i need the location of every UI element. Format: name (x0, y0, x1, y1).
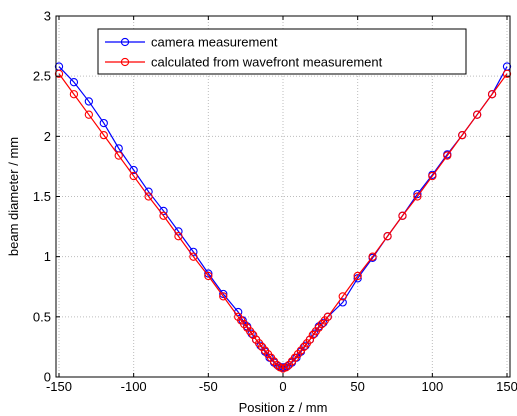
data-point-camera-measurement (301, 341, 310, 350)
data-point-calculated-from-wavefront (99, 130, 108, 140)
y-tick-label: 1 (44, 249, 51, 264)
data-point-calculated-from-wavefront (69, 90, 79, 99)
data-point-calculated-from-wavefront (54, 69, 64, 78)
y-tick-label: 0.5 (33, 309, 51, 324)
data-point-camera-measurement (310, 329, 319, 338)
data-point-calculated-from-wavefront (443, 151, 452, 160)
data-point-camera-measurement (413, 189, 422, 199)
data-point-camera-measurement (69, 78, 79, 87)
data-point-camera-measurement (84, 97, 94, 106)
x-tick-label: 150 (496, 379, 517, 394)
series-layer (54, 62, 512, 373)
data-point-calculated-from-wavefront (487, 90, 497, 99)
legend-marker-camera-measurement (120, 37, 130, 47)
x-axis-label: Position z / mm (239, 400, 328, 415)
series-line-calculated-from-wavefront (58, 73, 508, 370)
data-point-camera-measurement (219, 289, 228, 299)
x-tick-label: -150 (46, 379, 72, 394)
data-point-calculated-from-wavefront (472, 110, 482, 119)
data-point-calculated-from-wavefront (458, 130, 467, 140)
data-point-calculated-from-wavefront (398, 211, 407, 220)
data-point-camera-measurement (338, 298, 347, 307)
data-point-camera-measurement (247, 329, 256, 338)
data-point-camera-measurement (353, 274, 362, 283)
data-point-calculated-from-wavefront (368, 252, 377, 261)
legend-label-camera-measurement: camera measurement (151, 35, 278, 50)
data-point-calculated-from-wavefront (338, 292, 347, 301)
data-point-calculated-from-wavefront (84, 110, 94, 119)
data-point-camera-measurement (129, 165, 138, 175)
data-point-camera-measurement (204, 269, 213, 278)
data-point-calculated-from-wavefront (174, 232, 183, 241)
data-point-calculated-from-wavefront (219, 292, 228, 301)
y-tick-label: 2.5 (33, 69, 51, 84)
data-point-calculated-from-wavefront (204, 271, 213, 281)
x-tick-label: -100 (121, 379, 147, 394)
y-axis-label: beam diameter / mm (6, 137, 21, 256)
y-tick-label: 2 (44, 129, 51, 144)
series-calculated-from-wavefront (54, 69, 512, 373)
y-tick-label: 3 (44, 9, 51, 24)
ticks: -150 -100 -50 0 50 100 150 0 0.5 1 1.5 2 2.5 3 (33, 9, 517, 395)
legend-item-calculated-from-wavefront: calculated from wavefront measurement (105, 55, 383, 70)
x-tick-label: -50 (199, 379, 218, 394)
x-tick-label: 50 (350, 379, 364, 394)
data-point-calculated-from-wavefront (428, 171, 437, 181)
data-point-calculated-from-wavefront (144, 192, 153, 201)
legend-label-calculated-from-wavefront: calculated from wavefront measurement (151, 55, 383, 70)
legend-item-camera-measurement: camera measurement (105, 35, 278, 50)
legend: camera measurement calculated from wavef… (97, 28, 467, 75)
data-point-calculated-from-wavefront (502, 69, 512, 78)
data-point-calculated-from-wavefront (159, 211, 168, 220)
data-point-calculated-from-wavefront (413, 192, 422, 201)
data-point-camera-measurement (256, 341, 265, 350)
x-tick-label: 0 (279, 379, 286, 394)
y-tick-label: 1.5 (33, 189, 51, 204)
data-point-calculated-from-wavefront (383, 232, 392, 241)
data-point-calculated-from-wavefront (189, 252, 198, 261)
data-point-calculated-from-wavefront (129, 171, 138, 181)
data-point-calculated-from-wavefront (114, 151, 123, 160)
data-point-camera-measurement (99, 118, 108, 128)
legend-marker-calculated-from-wavefront (120, 57, 130, 67)
legend-box (97, 28, 467, 75)
data-point-camera-measurement (319, 318, 328, 327)
y-tick-label: 0 (44, 370, 51, 385)
x-tick-label: 100 (421, 379, 443, 394)
data-point-calculated-from-wavefront (323, 312, 332, 321)
data-point-calculated-from-wavefront (353, 271, 362, 281)
